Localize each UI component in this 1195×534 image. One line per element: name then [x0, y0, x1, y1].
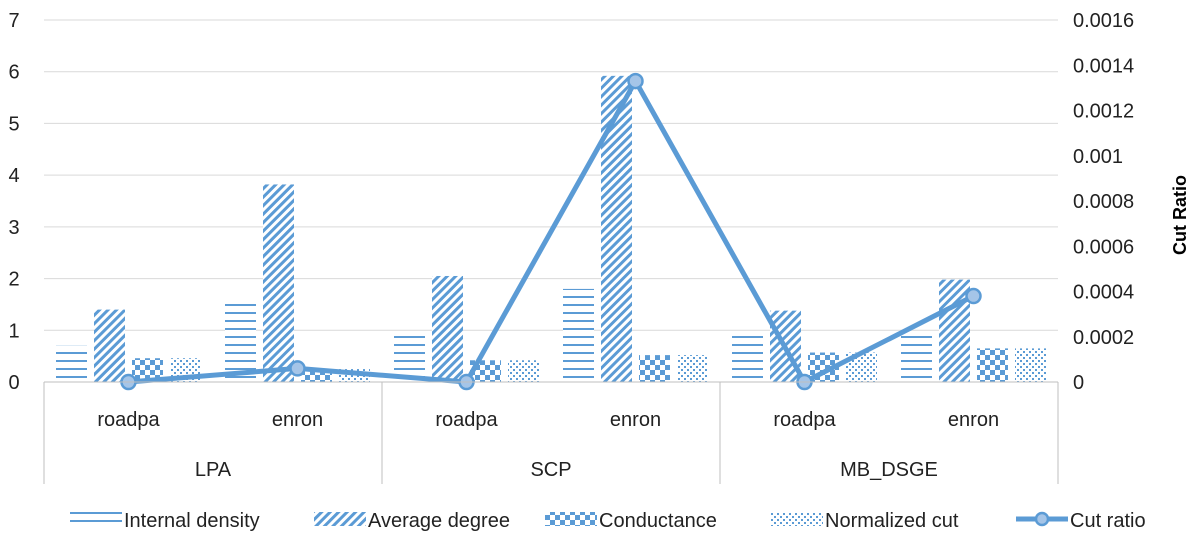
left-tick-label: 1: [8, 320, 19, 342]
legend-label: Average degree: [368, 510, 510, 532]
bar-normalized-cut: [1015, 348, 1046, 382]
left-tick-label: 0: [8, 372, 19, 394]
right-tick-label: 0.0004: [1073, 282, 1134, 304]
right-axis-title: Cut Ratio: [1170, 175, 1190, 255]
line-cut-ratio: [128, 78, 975, 385]
bar-normalized-cut: [508, 360, 539, 382]
bar-average-degree: [263, 184, 294, 382]
bar-normalized-cut: [677, 355, 708, 382]
bar-internal-density: [563, 288, 594, 382]
legend-swatch-cut-ratio-marker: [1034, 511, 1050, 527]
legend-swatch-conductance: [545, 512, 597, 526]
category-label: roadpa: [435, 409, 498, 431]
category-label: roadpa: [773, 409, 836, 431]
bar-internal-density: [56, 345, 87, 382]
right-tick-label: 0.0002: [1073, 327, 1134, 349]
left-tick-label: 3: [8, 217, 19, 239]
bars: [56, 75, 1046, 382]
right-tick-label: 0.0006: [1073, 236, 1134, 258]
left-tick-label: 4: [8, 165, 19, 187]
left-tick-label: 7: [8, 10, 19, 32]
category-label: roadpa: [97, 409, 160, 431]
legend: Internal density Average degree Conductanc…: [70, 510, 1146, 532]
bar-conductance: [639, 355, 670, 382]
legend-swatch-internal-density: [70, 512, 122, 526]
legend-label: Internal density: [124, 510, 260, 532]
bar-average-degree: [94, 309, 125, 382]
legend-label: Normalized cut: [825, 510, 959, 532]
point-cut-ratio: [965, 287, 982, 305]
bar-average-degree: [432, 275, 463, 382]
bar-internal-density: [225, 298, 256, 382]
bar-internal-density: [901, 331, 932, 382]
category-label: enron: [610, 409, 661, 431]
category-label: enron: [948, 409, 999, 431]
gridlines: [44, 19, 1058, 383]
legend-label: Conductance: [599, 510, 717, 532]
bar-conductance: [977, 348, 1008, 382]
point-cut-ratio: [627, 72, 644, 90]
right-tick-label: 0.0012: [1073, 101, 1134, 123]
legend-swatch-normalized-cut: [771, 512, 823, 526]
point-cut-ratio: [289, 360, 306, 377]
bar-average-degree: [601, 75, 632, 382]
right-tick-label: 0: [1073, 372, 1084, 394]
bar-internal-density: [394, 331, 425, 382]
left-tick-label: 5: [8, 113, 19, 135]
right-tick-label: 0.0014: [1073, 55, 1134, 77]
bar-internal-density: [732, 331, 763, 382]
right-tick-label: 0.0008: [1073, 191, 1134, 213]
bar-conductance: [132, 358, 163, 382]
group-label: MB_DSGE: [840, 459, 938, 481]
cut-ratio-line: [120, 72, 982, 391]
bar-average-degree: [939, 279, 970, 382]
category-label: enron: [272, 409, 323, 431]
axes: 0 1 2 3 4 5 6 7 0 0.0002 0.0004 0.0006 0.0008 0.001 0.…: [8, 10, 1134, 394]
left-tick-label: 6: [8, 62, 19, 84]
group-label: SCP: [530, 459, 571, 481]
legend-label: Cut ratio: [1070, 510, 1146, 532]
right-tick-label: 0.0016: [1073, 10, 1134, 32]
group-label: LPA: [195, 459, 232, 481]
legend-swatch-average-degree: [314, 512, 366, 526]
right-tick-label: 0.001: [1073, 146, 1123, 168]
category-axis: roadpa enron roadpa enron roadpa enron LPA SCP M…: [43, 381, 1059, 484]
left-tick-label: 2: [8, 269, 19, 291]
